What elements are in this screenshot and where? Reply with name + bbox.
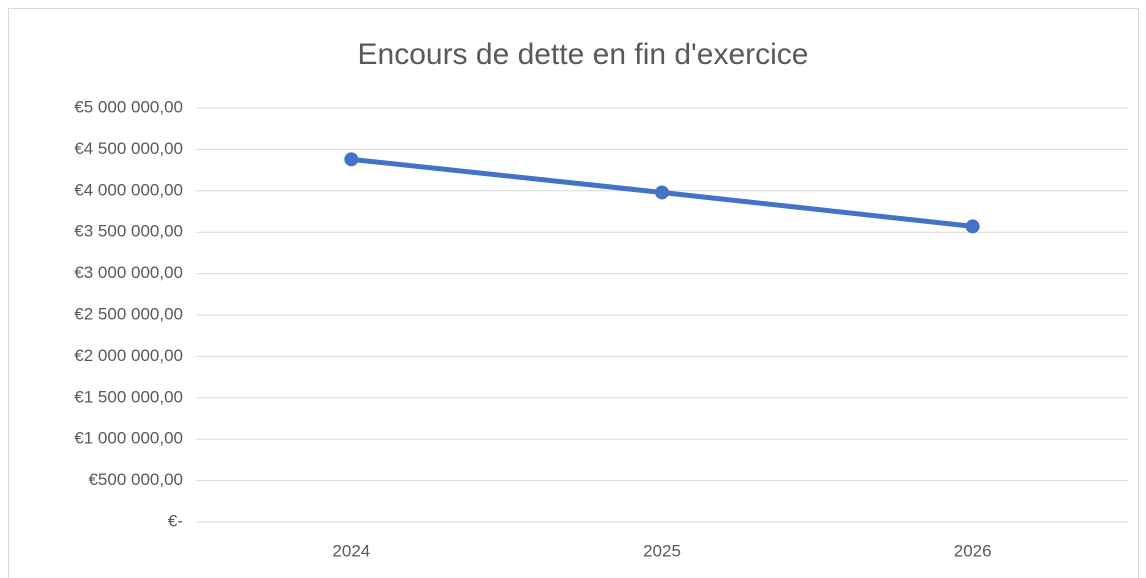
y-tick-label: €500 000,00 <box>88 470 183 489</box>
y-tick-label: €4 500 000,00 <box>74 139 183 158</box>
y-tick-label: €5 000 000,00 <box>74 97 183 116</box>
y-tick-label: €1 500 000,00 <box>74 387 183 406</box>
y-tick-label: €- <box>168 511 183 530</box>
y-tick-label: €2 500 000,00 <box>74 304 183 323</box>
y-tick-label: €2 000 000,00 <box>74 346 183 365</box>
chart-border <box>8 8 1139 578</box>
point <box>655 185 669 200</box>
x-tick-label: 2024 <box>332 541 370 560</box>
x-tick-label: 2025 <box>643 541 681 560</box>
y-tick-label: €4 000 000,00 <box>74 180 183 199</box>
y-tick-label: €1 000 000,00 <box>74 429 183 448</box>
chart-title: Encours de dette en fin d'exercice <box>358 38 809 71</box>
y-tick-label: €3 500 000,00 <box>74 222 183 241</box>
y-tick-label: €3 000 000,00 <box>74 263 183 282</box>
point <box>344 152 359 167</box>
x-tick-label: 2026 <box>954 541 992 560</box>
point <box>965 219 980 234</box>
